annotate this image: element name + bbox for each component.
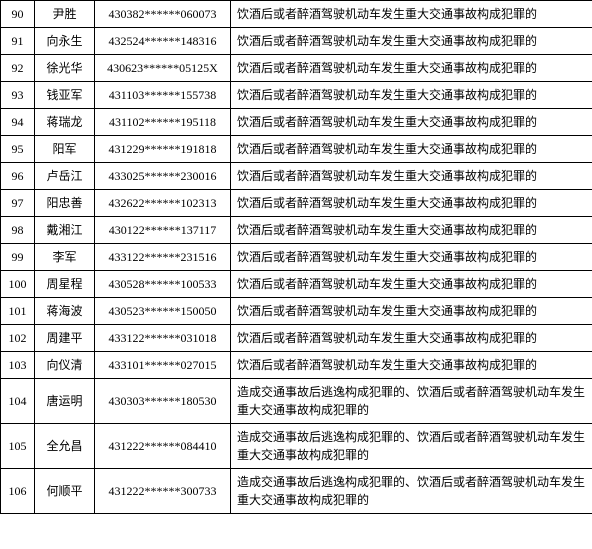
- cell-id-number: 431103******155738: [95, 82, 231, 109]
- cell-id-number: 431222******084410: [95, 424, 231, 469]
- cell-offense: 饮酒后或者醉酒驾驶机动车发生重大交通事故构成犯罪的: [231, 217, 592, 244]
- cell-index: 91: [1, 28, 35, 55]
- cell-id-number: 432524******148316: [95, 28, 231, 55]
- cell-offense: 饮酒后或者醉酒驾驶机动车发生重大交通事故构成犯罪的: [231, 298, 592, 325]
- table-row: 93钱亚军431103******155738饮酒后或者醉酒驾驶机动车发生重大交…: [1, 82, 592, 109]
- table-row: 92徐光华430623******05125X饮酒后或者醉酒驾驶机动车发生重大交…: [1, 55, 592, 82]
- cell-index: 95: [1, 136, 35, 163]
- cell-id-number: 430523******150050: [95, 298, 231, 325]
- table-row: 99李军433122******231516饮酒后或者醉酒驾驶机动车发生重大交通…: [1, 244, 592, 271]
- cell-offense: 饮酒后或者醉酒驾驶机动车发生重大交通事故构成犯罪的: [231, 352, 592, 379]
- cell-name: 周建平: [35, 325, 95, 352]
- cell-name: 向永生: [35, 28, 95, 55]
- cell-name: 唐运明: [35, 379, 95, 424]
- cell-name: 阳忠善: [35, 190, 95, 217]
- table-row: 95阳军431229******191818饮酒后或者醉酒驾驶机动车发生重大交通…: [1, 136, 592, 163]
- cell-id-number: 431102******195118: [95, 109, 231, 136]
- table-row: 105全允昌431222******084410造成交通事故后逃逸构成犯罪的、饮…: [1, 424, 592, 469]
- cell-id-number: 433122******231516: [95, 244, 231, 271]
- cell-index: 94: [1, 109, 35, 136]
- cell-name: 周星程: [35, 271, 95, 298]
- cell-offense: 造成交通事故后逃逸构成犯罪的、饮酒后或者醉酒驾驶机动车发生重大交通事故构成犯罪的: [231, 424, 592, 469]
- table-row: 101蒋海波430523******150050饮酒后或者醉酒驾驶机动车发生重大…: [1, 298, 592, 325]
- cell-index: 106: [1, 469, 35, 514]
- cell-name: 卢岳江: [35, 163, 95, 190]
- cell-offense: 饮酒后或者醉酒驾驶机动车发生重大交通事故构成犯罪的: [231, 271, 592, 298]
- cell-id-number: 431222******300733: [95, 469, 231, 514]
- cell-id-number: 431229******191818: [95, 136, 231, 163]
- cell-name: 徐光华: [35, 55, 95, 82]
- cell-offense: 饮酒后或者醉酒驾驶机动车发生重大交通事故构成犯罪的: [231, 163, 592, 190]
- table-row: 96卢岳江433025******230016饮酒后或者醉酒驾驶机动车发生重大交…: [1, 163, 592, 190]
- cell-id-number: 430528******100533: [95, 271, 231, 298]
- cell-id-number: 430382******060073: [95, 1, 231, 28]
- table-row: 98戴湘江430122******137117饮酒后或者醉酒驾驶机动车发生重大交…: [1, 217, 592, 244]
- cell-offense: 造成交通事故后逃逸构成犯罪的、饮酒后或者醉酒驾驶机动车发生重大交通事故构成犯罪的: [231, 469, 592, 514]
- cell-name: 蒋瑞龙: [35, 109, 95, 136]
- cell-name: 何顺平: [35, 469, 95, 514]
- cell-index: 97: [1, 190, 35, 217]
- cell-id-number: 433101******027015: [95, 352, 231, 379]
- cell-name: 蒋海波: [35, 298, 95, 325]
- table-row: 97阳忠善432622******102313饮酒后或者醉酒驾驶机动车发生重大交…: [1, 190, 592, 217]
- cell-offense: 饮酒后或者醉酒驾驶机动车发生重大交通事故构成犯罪的: [231, 28, 592, 55]
- cell-index: 90: [1, 1, 35, 28]
- cell-offense: 饮酒后或者醉酒驾驶机动车发生重大交通事故构成犯罪的: [231, 55, 592, 82]
- cell-name: 李军: [35, 244, 95, 271]
- cell-id-number: 433025******230016: [95, 163, 231, 190]
- cell-index: 102: [1, 325, 35, 352]
- records-tbody: 90尹胜430382******060073饮酒后或者醉酒驾驶机动车发生重大交通…: [1, 1, 592, 514]
- cell-index: 92: [1, 55, 35, 82]
- cell-offense: 饮酒后或者醉酒驾驶机动车发生重大交通事故构成犯罪的: [231, 1, 592, 28]
- table-row: 94蒋瑞龙431102******195118饮酒后或者醉酒驾驶机动车发生重大交…: [1, 109, 592, 136]
- cell-index: 96: [1, 163, 35, 190]
- cell-offense: 饮酒后或者醉酒驾驶机动车发生重大交通事故构成犯罪的: [231, 325, 592, 352]
- cell-offense: 饮酒后或者醉酒驾驶机动车发生重大交通事故构成犯罪的: [231, 82, 592, 109]
- table-row: 90尹胜430382******060073饮酒后或者醉酒驾驶机动车发生重大交通…: [1, 1, 592, 28]
- cell-index: 105: [1, 424, 35, 469]
- cell-id-number: 430303******180530: [95, 379, 231, 424]
- cell-id-number: 432622******102313: [95, 190, 231, 217]
- cell-name: 向仪清: [35, 352, 95, 379]
- table-row: 106何顺平431222******300733造成交通事故后逃逸构成犯罪的、饮…: [1, 469, 592, 514]
- cell-name: 钱亚军: [35, 82, 95, 109]
- cell-index: 100: [1, 271, 35, 298]
- records-table: 90尹胜430382******060073饮酒后或者醉酒驾驶机动车发生重大交通…: [0, 0, 592, 514]
- cell-index: 103: [1, 352, 35, 379]
- cell-offense: 饮酒后或者醉酒驾驶机动车发生重大交通事故构成犯罪的: [231, 109, 592, 136]
- cell-index: 98: [1, 217, 35, 244]
- cell-index: 101: [1, 298, 35, 325]
- table-row: 100周星程430528******100533饮酒后或者醉酒驾驶机动车发生重大…: [1, 271, 592, 298]
- cell-id-number: 433122******031018: [95, 325, 231, 352]
- cell-name: 戴湘江: [35, 217, 95, 244]
- cell-offense: 造成交通事故后逃逸构成犯罪的、饮酒后或者醉酒驾驶机动车发生重大交通事故构成犯罪的: [231, 379, 592, 424]
- cell-offense: 饮酒后或者醉酒驾驶机动车发生重大交通事故构成犯罪的: [231, 136, 592, 163]
- table-row: 104唐运明430303******180530造成交通事故后逃逸构成犯罪的、饮…: [1, 379, 592, 424]
- cell-offense: 饮酒后或者醉酒驾驶机动车发生重大交通事故构成犯罪的: [231, 244, 592, 271]
- cell-id-number: 430122******137117: [95, 217, 231, 244]
- cell-index: 99: [1, 244, 35, 271]
- table-row: 102周建平433122******031018饮酒后或者醉酒驾驶机动车发生重大…: [1, 325, 592, 352]
- cell-offense: 饮酒后或者醉酒驾驶机动车发生重大交通事故构成犯罪的: [231, 190, 592, 217]
- cell-id-number: 430623******05125X: [95, 55, 231, 82]
- table-row: 103向仪清433101******027015饮酒后或者醉酒驾驶机动车发生重大…: [1, 352, 592, 379]
- cell-index: 93: [1, 82, 35, 109]
- cell-name: 全允昌: [35, 424, 95, 469]
- table-row: 91向永生432524******148316饮酒后或者醉酒驾驶机动车发生重大交…: [1, 28, 592, 55]
- cell-name: 尹胜: [35, 1, 95, 28]
- cell-name: 阳军: [35, 136, 95, 163]
- cell-index: 104: [1, 379, 35, 424]
